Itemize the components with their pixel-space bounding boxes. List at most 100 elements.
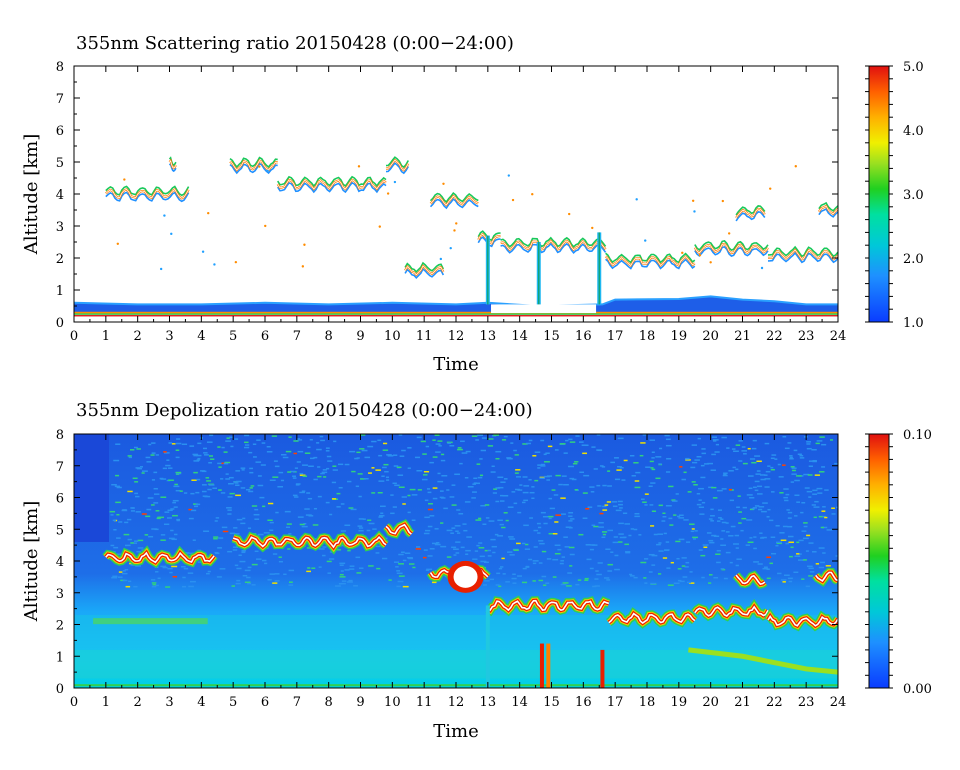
noise-speckle	[490, 538, 496, 541]
noise-speckle	[725, 531, 730, 533]
noise-speckle	[495, 500, 500, 503]
noise-speckle	[364, 456, 371, 459]
noise-speckle	[479, 458, 483, 460]
noise-speckle	[678, 517, 685, 519]
noise-speckle	[428, 503, 433, 505]
noise-speckle	[760, 478, 766, 481]
noise-speckle	[698, 487, 704, 490]
noise-speckle	[507, 551, 513, 553]
noise-speckle	[304, 452, 311, 454]
noise-speckle	[310, 457, 315, 460]
noise-speckle	[438, 445, 442, 447]
noise-speckle	[214, 520, 218, 522]
noise-speckle	[766, 577, 771, 580]
noise-speckle	[371, 440, 377, 443]
noise-speckle	[712, 497, 718, 499]
noise-speckle	[512, 573, 516, 576]
noise-speckle	[130, 510, 136, 512]
noise-speckle	[777, 463, 781, 466]
noise-speckle	[700, 464, 705, 467]
noise-speckle	[133, 585, 138, 588]
noise-speckle	[691, 528, 695, 530]
cloud-layer-center	[818, 205, 838, 215]
noise-speckle	[791, 473, 797, 475]
noise-speckle	[522, 501, 526, 504]
noise-speckle	[540, 465, 546, 467]
noise-speckle	[517, 575, 523, 577]
noise-speckle	[427, 555, 433, 557]
noise-speckle	[543, 453, 547, 456]
noise-speckle	[687, 581, 691, 584]
noise-speckle	[358, 567, 364, 569]
noise-speckle	[305, 514, 312, 516]
noise-speckle	[564, 546, 570, 548]
noise-speckle	[756, 485, 763, 488]
noise-speckle	[549, 507, 555, 510]
noise-speckle	[738, 511, 742, 513]
noise-speckle	[515, 469, 521, 471]
noise-speckle	[235, 480, 242, 483]
depolarization-colorbar	[868, 433, 890, 689]
noise-speckle	[499, 566, 504, 568]
noise-speckle	[797, 453, 802, 456]
noise-speckle	[790, 466, 795, 468]
noise-speckle	[113, 546, 119, 549]
noise-speckle	[239, 560, 246, 563]
noise-speckle	[694, 530, 698, 532]
noise-speckle	[303, 522, 307, 525]
x-tick-label: 3	[165, 329, 173, 344]
noise-speckle	[244, 446, 250, 449]
noise-speckle	[822, 506, 826, 508]
noise-speckle	[628, 534, 632, 537]
noise-speckle	[145, 456, 151, 459]
noise-speckle	[231, 585, 236, 587]
noise-speckle	[456, 509, 461, 511]
noise-speckle	[327, 460, 333, 462]
noise-speckle	[406, 556, 413, 559]
noise-speckle	[735, 547, 739, 549]
x-tick-label: 17	[607, 329, 624, 344]
noise-speckle	[416, 469, 423, 472]
noise-speckle	[226, 437, 230, 439]
noise-speckle	[812, 459, 817, 462]
noise-speckle	[251, 584, 256, 586]
noise-speckle	[423, 532, 430, 535]
noise-speckle	[451, 546, 457, 549]
noise-speckle	[557, 548, 562, 551]
noise-speckle	[176, 442, 182, 445]
noise-speckle	[215, 517, 220, 519]
noise-speckle	[398, 563, 404, 565]
noise-speckle	[151, 452, 156, 454]
noise-speckle	[765, 470, 771, 473]
noise-speckle	[126, 518, 132, 521]
noise-speckle	[320, 439, 325, 442]
noise-speckle	[447, 442, 452, 444]
noise-speckle	[670, 561, 674, 564]
noise-speckle	[821, 466, 826, 468]
noise-speckle	[123, 533, 130, 536]
noise-speckle	[523, 524, 529, 527]
noise-speckle	[545, 452, 550, 454]
noise-speckle	[591, 524, 596, 527]
noise-speckle	[532, 560, 539, 562]
noise-speckle	[720, 538, 724, 540]
noise-speckle	[806, 490, 813, 493]
surface-band-red	[74, 314, 838, 317]
noise-speckle	[831, 513, 836, 515]
noise-speckle	[274, 580, 280, 582]
noise-speckle	[355, 556, 361, 559]
noise-speckle	[189, 445, 195, 447]
noise-speckle	[667, 584, 674, 586]
noise-speckle	[742, 462, 748, 465]
noise-speckle	[400, 551, 405, 554]
noise-speckle	[122, 579, 128, 582]
x-tick-label: 12	[448, 329, 465, 344]
x-tick-label: 11	[416, 329, 433, 344]
noise-speckle	[266, 451, 273, 453]
noise-speckle	[753, 547, 757, 550]
noise-speckle	[451, 504, 457, 506]
noise-speckle	[575, 435, 580, 437]
cloud-layer-outer	[818, 207, 838, 218]
noise-speckle	[124, 544, 131, 547]
noise-speckle	[181, 443, 188, 446]
